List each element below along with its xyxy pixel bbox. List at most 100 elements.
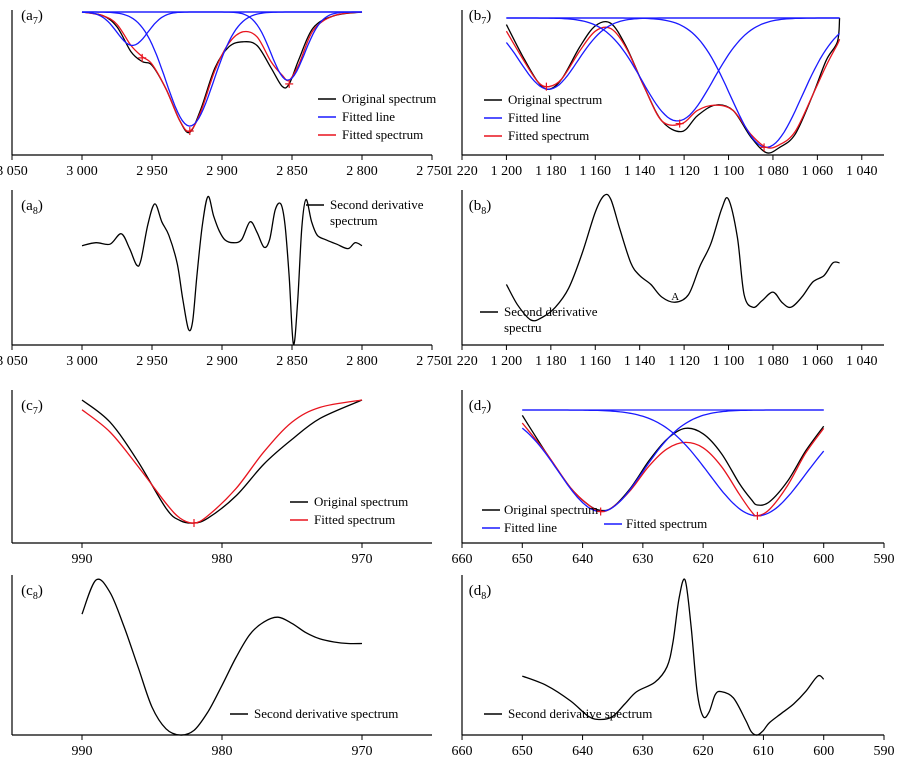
x-tick-label: 600 [813,552,834,567]
x-tick-label: 1 180 [535,164,567,179]
x-tick-label: 610 [753,744,774,759]
x-tick-label: 1 120 [668,354,700,369]
x-tick-label: 1 220 [446,354,478,369]
legend-label: Original spectrum [342,91,436,106]
x-tick-label: 1 080 [757,164,789,179]
x-tick-label: 2 750 [416,164,448,179]
panel-label: (c8) [21,583,43,602]
x-tick-label: 1 220 [446,164,478,179]
legend-label: Second derivative spectrum [254,706,398,721]
x-tick-label: 660 [452,744,473,759]
x-tick-label: 1 160 [580,164,612,179]
legend-label: Fitted spectrum [342,127,423,142]
peak-marker [753,511,762,520]
x-tick-label: 1 040 [846,354,878,369]
x-tick-label: 1 200 [491,354,523,369]
x-tick-label: 1 140 [624,164,656,179]
x-tick-label: 2 850 [276,354,308,369]
x-tick-label: 600 [813,744,834,759]
legend: Original spectrum Fitted line Fitted spect… [318,91,436,142]
x-tick-label: 2 750 [416,354,448,369]
x-tick-label: 3 050 [0,164,28,179]
peak-marker [138,53,147,62]
series-original-line [521,415,825,512]
legend-label: Original spectrum [508,92,602,107]
panel-d8: 660 650 640 630 620 610 600 590 (d8) Second deriv… [452,575,895,759]
panel-label: (b8) [469,198,492,217]
x-tick-label: 610 [753,552,774,567]
x-tick-label: 3 000 [66,354,98,369]
x-tick-label: 650 [512,552,533,567]
x-tick-label: 1 160 [580,354,612,369]
x-tick-label: 3 000 [66,164,98,179]
x-tick-label: 1 100 [713,354,745,369]
legend: Original spectrum Fitted line Fitted spect… [482,502,707,535]
peak-marker [190,519,198,527]
series-original-line [505,193,840,322]
peak-marker [760,143,769,152]
x-tick-label: 990 [72,552,93,567]
x-tick-label: 980 [212,552,233,567]
legend-label: Fitted line [508,110,561,125]
legend-label-line2: spectrum [330,213,378,228]
series-fitted_line-line [82,11,362,127]
x-tick-label: 970 [352,552,373,567]
x-tick-label: 990 [72,744,93,759]
series-fitted_spectrum-line [521,422,825,517]
peak-marker [675,119,684,128]
legend-label: Original spectrum [314,494,408,509]
x-tick-label: 2 900 [206,164,238,179]
x-tick-label: 1 060 [802,164,834,179]
x-tick-label: 620 [693,552,714,567]
x-tick-label: 1 140 [624,354,656,369]
panel-a8: 3 050 3 000 2 950 2 900 2 850 2 800 2 750 (a8) S… [0,190,448,369]
x-tick-label: 640 [572,744,593,759]
legend-label: Second derivative spectrum [508,706,652,721]
panel-b7: 1 220 1 200 1 180 1 160 1 140 1 120 1 100 1 080… [446,8,884,179]
x-tick-label: 1 040 [846,164,878,179]
x-tick-label: 630 [632,552,653,567]
legend: Original spectrum Fitted line Fitted spect… [484,92,602,143]
x-tick-label: 1 060 [802,354,834,369]
legend-label: Fitted spectrum [314,512,395,527]
x-tick-label: 2 850 [276,164,308,179]
series-original-line [522,578,825,736]
panel-a7: 3 050 3 000 2 950 2 900 2 850 2 800 2 750 (a7) O… [0,8,448,179]
panel-c7: 990 980 970 (c7) Original spectrum Fitted spe… [11,390,432,567]
series-original-line [81,578,363,736]
legend-label: Original spectrum [504,502,598,517]
x-tick-label: 660 [452,552,473,567]
x-tick-label: 2 950 [136,354,168,369]
series-fitted_line-line [82,11,362,81]
x-tick-label: 2 950 [136,164,168,179]
legend: Second derivative spectrum [484,706,652,721]
x-tick-label: 1 100 [713,164,745,179]
x-tick-label: 1 120 [668,164,700,179]
x-tick-label: 1 180 [535,354,567,369]
series-fitted_line-line [521,409,824,513]
legend-label: Fitted line [504,520,557,535]
panel-label: (a8) [21,198,43,217]
panel-label: (d8) [469,583,492,602]
annotation-label: A [671,291,679,303]
panel-label: (c7) [21,398,43,417]
peak-marker [542,82,551,91]
series-original-line [505,17,841,154]
legend-label: Second derivative [330,197,424,212]
panel-label: (a7) [21,8,43,27]
x-tick-label: 650 [512,744,533,759]
series-fitted_spectrum-line [81,399,363,524]
legend-label: Second derivative [504,304,598,319]
legend-label: Fitted spectrum [626,516,707,531]
series-original-line [81,195,363,345]
panel-b8: 1 220 1 200 1 180 1 160 1 140 1 120 1 100 1 080… [446,190,884,369]
legend: Second derivative spectrum [230,706,398,721]
x-tick-label: 620 [693,744,714,759]
legend-label: Fitted spectrum [508,128,589,143]
x-tick-label: 970 [352,744,373,759]
x-tick-label: 1 080 [757,354,789,369]
x-tick-label: 3 050 [0,354,28,369]
